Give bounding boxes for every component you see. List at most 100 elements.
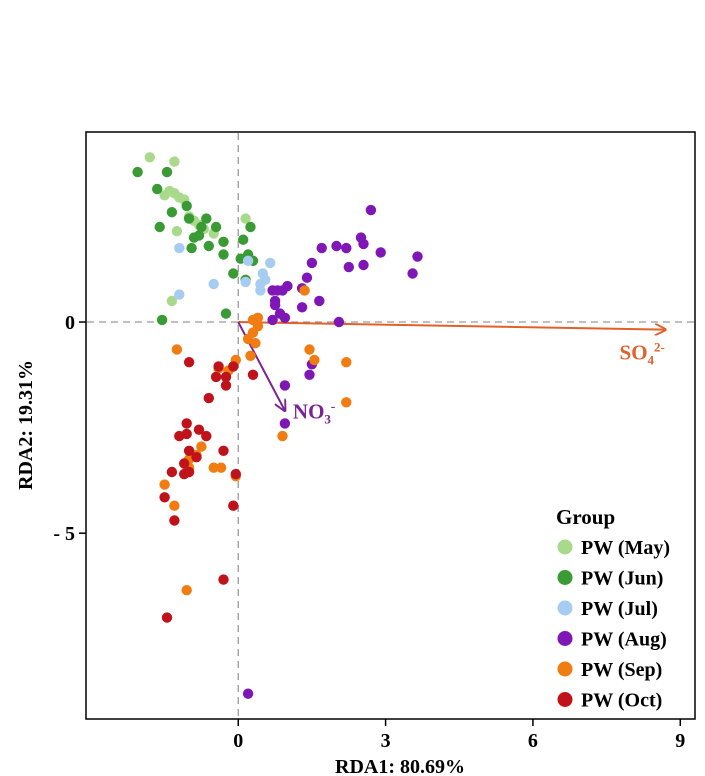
- point-pw-sep: [181, 585, 192, 596]
- point-pw-oct: [166, 466, 178, 478]
- point-pw-oct: [203, 392, 214, 404]
- point-pw-jun: [196, 221, 207, 233]
- point-pw-oct: [220, 380, 232, 391]
- point-pw-oct: [183, 357, 195, 368]
- point-pw-jun: [220, 308, 232, 319]
- point-pw-aug: [375, 247, 386, 258]
- point-pw-jun: [152, 183, 163, 195]
- point-pw-sep: [245, 350, 256, 361]
- point-pw-jun: [154, 221, 165, 233]
- point-pw-jun: [186, 242, 197, 254]
- point-pw-aug: [341, 242, 352, 254]
- so4-label: SO42-: [620, 340, 665, 368]
- point-pw-aug: [331, 240, 342, 252]
- y-tick-label: 0: [65, 312, 75, 334]
- point-pw-sep: [171, 344, 183, 355]
- point-pw-jul: [174, 242, 185, 254]
- point-pw-aug: [365, 204, 377, 216]
- x-tick-label: 3: [381, 730, 391, 752]
- point-pw-oct: [159, 492, 170, 503]
- legend-label-pw-may: PW (May): [581, 537, 670, 559]
- point-pw-oct: [179, 468, 190, 480]
- x-tick-label: 6: [528, 730, 538, 752]
- scatter-points: [132, 152, 423, 699]
- point-pw-jun: [132, 166, 143, 178]
- point-pw-jun: [201, 213, 212, 224]
- legend-marker-pw-oct: [557, 692, 573, 707]
- point-pw-may: [144, 152, 155, 163]
- legend-marker-pw-may: [557, 539, 573, 555]
- point-pw-aug: [407, 268, 418, 279]
- point-pw-aug: [242, 688, 254, 699]
- point-pw-sep: [208, 462, 219, 473]
- reference-lines: [87, 133, 694, 718]
- point-pw-aug: [316, 242, 327, 254]
- legend-label-pw-sep: PW (Sep): [581, 659, 662, 681]
- point-pw-oct: [201, 430, 212, 442]
- point-pw-jul: [255, 285, 266, 296]
- point-pw-sep: [341, 397, 352, 408]
- y-tick-label: - 5: [53, 523, 75, 545]
- point-pw-aug: [279, 312, 291, 323]
- point-pw-may: [166, 295, 178, 307]
- point-pw-jun: [210, 221, 222, 233]
- point-pw-jul: [242, 255, 254, 266]
- point-pw-oct: [193, 424, 205, 435]
- legend-marker-pw-jul: [557, 600, 573, 616]
- environment-arrows: SO42- NO3-: [237, 321, 665, 427]
- point-pw-aug: [333, 316, 345, 328]
- point-pw-aug: [277, 285, 288, 296]
- point-pw-oct: [174, 430, 185, 442]
- point-pw-jul: [174, 289, 185, 300]
- point-pw-jun: [166, 207, 178, 218]
- point-pw-jun: [183, 213, 195, 224]
- legend-label-pw-jul: PW (Jul): [581, 598, 658, 620]
- point-pw-sep: [277, 430, 288, 442]
- point-pw-aug: [279, 418, 291, 429]
- point-pw-sep: [341, 357, 352, 368]
- point-pw-sep: [215, 462, 227, 473]
- point-pw-oct: [183, 445, 195, 456]
- x-tick-label: 0: [233, 730, 243, 752]
- legend-marker-pw-aug: [557, 631, 573, 646]
- point-pw-sep: [250, 338, 261, 349]
- point-pw-aug: [343, 261, 354, 273]
- point-pw-jun: [245, 221, 256, 233]
- point-pw-aug: [279, 380, 291, 391]
- legend-marker-pw-jun: [557, 570, 573, 585]
- point-pw-jun: [238, 234, 249, 245]
- point-pw-oct: [220, 371, 232, 383]
- point-pw-jun: [203, 240, 214, 252]
- point-pw-oct: [181, 418, 192, 429]
- point-pw-aug: [314, 295, 325, 307]
- point-pw-jun: [218, 236, 229, 247]
- point-pw-jun: [181, 200, 192, 212]
- point-pw-oct: [228, 361, 239, 372]
- legend-label-pw-jun: PW (Jun): [581, 568, 663, 590]
- point-pw-jul: [265, 257, 276, 269]
- point-pw-aug: [296, 302, 308, 313]
- point-pw-sep: [159, 479, 170, 490]
- legend-label-pw-oct: PW (Oct): [581, 690, 662, 712]
- point-pw-oct: [228, 500, 239, 511]
- point-pw-oct: [213, 361, 224, 372]
- point-pw-sep: [169, 500, 180, 511]
- x-axis-label: RDA1: 80.69%: [335, 756, 465, 776]
- point-pw-jun: [161, 166, 173, 178]
- legend-label-pw-aug: PW (Aug): [581, 629, 667, 651]
- point-pw-aug: [304, 369, 315, 380]
- so4-arrow: [238, 321, 665, 330]
- point-pw-jun: [228, 268, 239, 279]
- point-pw-oct: [161, 612, 173, 623]
- point-pw-jun: [156, 314, 168, 326]
- legend: Group PW (May) PW (Jun) PW (Jul) PW (Aug) PW…: [556, 505, 670, 712]
- point-pw-may: [171, 226, 183, 237]
- point-pw-sep: [299, 285, 310, 296]
- point-pw-aug: [358, 259, 369, 271]
- point-pw-oct: [218, 445, 229, 456]
- point-pw-aug: [412, 251, 423, 262]
- x-tick-label: 9: [675, 730, 685, 752]
- point-pw-oct: [247, 369, 259, 380]
- point-pw-jun: [193, 230, 205, 241]
- point-pw-aug: [301, 272, 313, 283]
